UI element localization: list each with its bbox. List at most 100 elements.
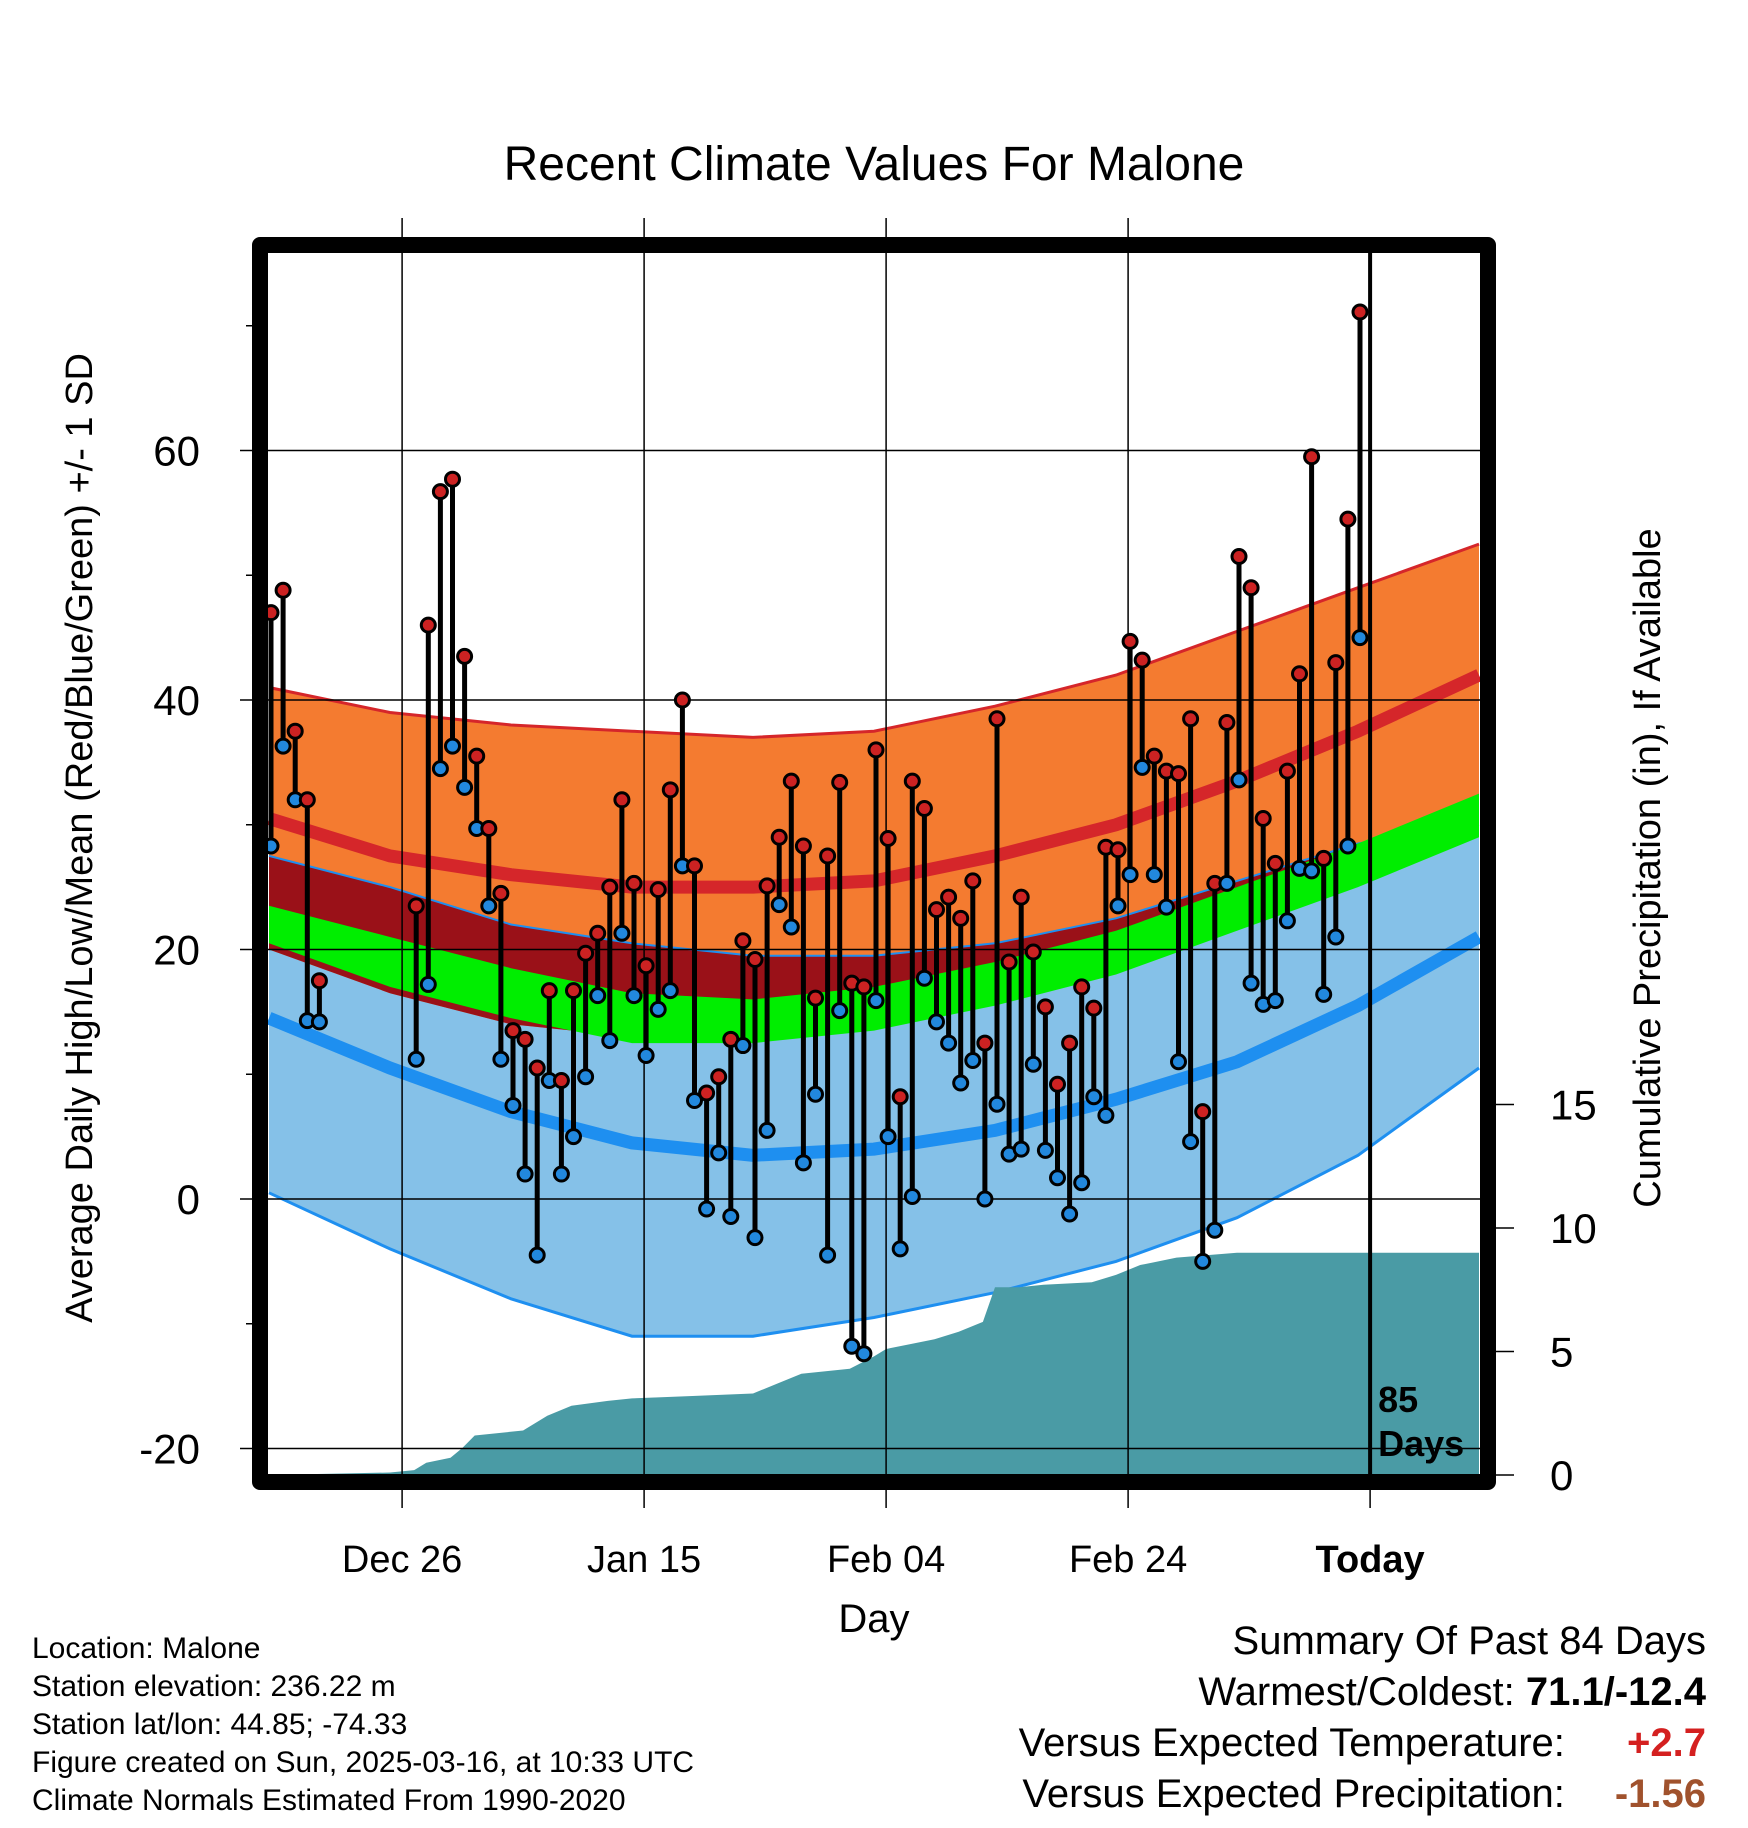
daily-high-point [867,741,885,759]
daily-low-point [1242,974,1260,992]
daily-high-point [528,1059,546,1077]
y-tick-label: 60 [153,428,200,475]
normals-text: Climate Normals Estimated From 1990-2020 [32,1784,626,1817]
daily-low-point [782,918,800,936]
daily-low-point [1133,758,1151,776]
daily-high-point [1303,448,1321,466]
location-text: Location: Malone [32,1632,261,1665]
daily-low-point [444,737,461,755]
daily-low-point [419,975,437,993]
daily-high-point [928,901,945,919]
daily-high-point [988,710,1006,728]
daily-low-point [758,1121,776,1139]
daily-high-point [1012,888,1030,906]
daily-low-point [1085,1088,1103,1106]
today-days-word: Days [1378,1423,1464,1464]
daily-low-point [746,1229,764,1247]
summary-title: Summary Of Past 84 Days [1232,1619,1706,1663]
daily-low-point [722,1207,740,1225]
daily-high-point [1218,713,1236,731]
daily-low-point [1097,1106,1115,1124]
daily-high-point [1351,303,1369,321]
daily-high-point [1194,1103,1212,1121]
daily-low-point [431,760,449,778]
daily-low-point [407,1050,425,1068]
daily-low-point [698,1200,716,1218]
x-tick-label: Jan 15 [587,1539,701,1581]
daily-high-point [673,691,691,709]
daily-low-point [1121,866,1139,884]
daily-low-point [1036,1141,1054,1159]
daily-low-point [649,1000,667,1018]
daily-low-point [1266,992,1284,1010]
daily-low-point [589,987,607,1005]
daily-high-point [613,791,631,809]
y-axis-label: Average Daily High/Low/Mean (Red/Blue/Gr… [59,353,101,1323]
daily-high-point [1230,548,1248,566]
daily-low-point [1024,1055,1042,1073]
daily-low-point [1206,1221,1224,1239]
latlon-text: Station lat/lon: 44.85; -74.33 [32,1708,408,1741]
daily-low-point [976,1190,994,1208]
daily-high-point [492,884,510,902]
daily-high-point [419,616,437,634]
daily-high-point [286,722,304,740]
daily-low-point [903,1188,921,1206]
daily-low-point [613,924,631,942]
daily-high-point [577,944,595,962]
daily-low-point [1315,985,1333,1003]
created-text: Figure created on Sun, 2025-03-16, at 10… [32,1746,695,1779]
daily-low-point [1049,1169,1066,1187]
daily-high-point [734,932,752,950]
warmest-label: Warmest/Coldest: [1198,1670,1515,1714]
daily-low-point [625,987,643,1005]
y-tick-label: 40 [153,677,200,724]
temp-row: Versus Expected Temperature: +2.7 [1019,1718,1706,1769]
daily-high-point [770,828,788,846]
daily-high-point [746,950,764,968]
daily-high-point [710,1068,728,1086]
daily-high-point [456,647,474,665]
daily-high-point [1145,747,1163,765]
daily-low-point [1145,866,1163,884]
daily-low-point [988,1095,1006,1113]
daily-high-point [1073,978,1091,996]
daily-low-point [577,1068,595,1086]
y2-tick-label: 0 [1550,1452,1573,1499]
temp-value: +2.7 [1627,1721,1706,1765]
daily-low-point [734,1037,752,1055]
y2-tick-label: 10 [1550,1205,1597,1252]
daily-high-point [1315,849,1333,867]
daily-high-point [819,847,837,865]
daily-high-point [879,829,897,847]
daily-low-point [1073,1174,1091,1192]
daily-high-point [976,1034,994,1052]
daily-high-point [661,781,679,799]
daily-low-point [565,1128,582,1146]
warmest-coldest-row: Warmest/Coldest: 71.1/-12.4 [1019,1667,1706,1718]
daily-high-point [1000,953,1018,971]
daily-high-point [407,897,425,915]
daily-low-point [1351,629,1369,647]
temp-label: Versus Expected Temperature: [1018,1721,1565,1765]
daily-low-point [710,1144,728,1162]
daily-low-point [1278,912,1296,930]
x-tick-label: Dec 26 [342,1539,462,1581]
daily-low-point [1303,862,1321,880]
daily-high-point [1170,765,1187,783]
daily-high-point [686,857,703,875]
daily-low-point [601,1032,619,1050]
daily-low-point [1109,897,1127,915]
daily-low-point [843,1337,861,1355]
daily-high-point [504,1022,522,1040]
daily-high-point [1085,999,1103,1017]
daily-low-point [831,1002,849,1020]
today-days-number: 85 [1378,1379,1418,1420]
daily-low-point [940,1034,958,1052]
daily-high-point [1109,841,1127,859]
daily-low-point [637,1047,655,1065]
low-band-edge [268,1066,1480,1338]
daily-low-point [492,1050,510,1068]
